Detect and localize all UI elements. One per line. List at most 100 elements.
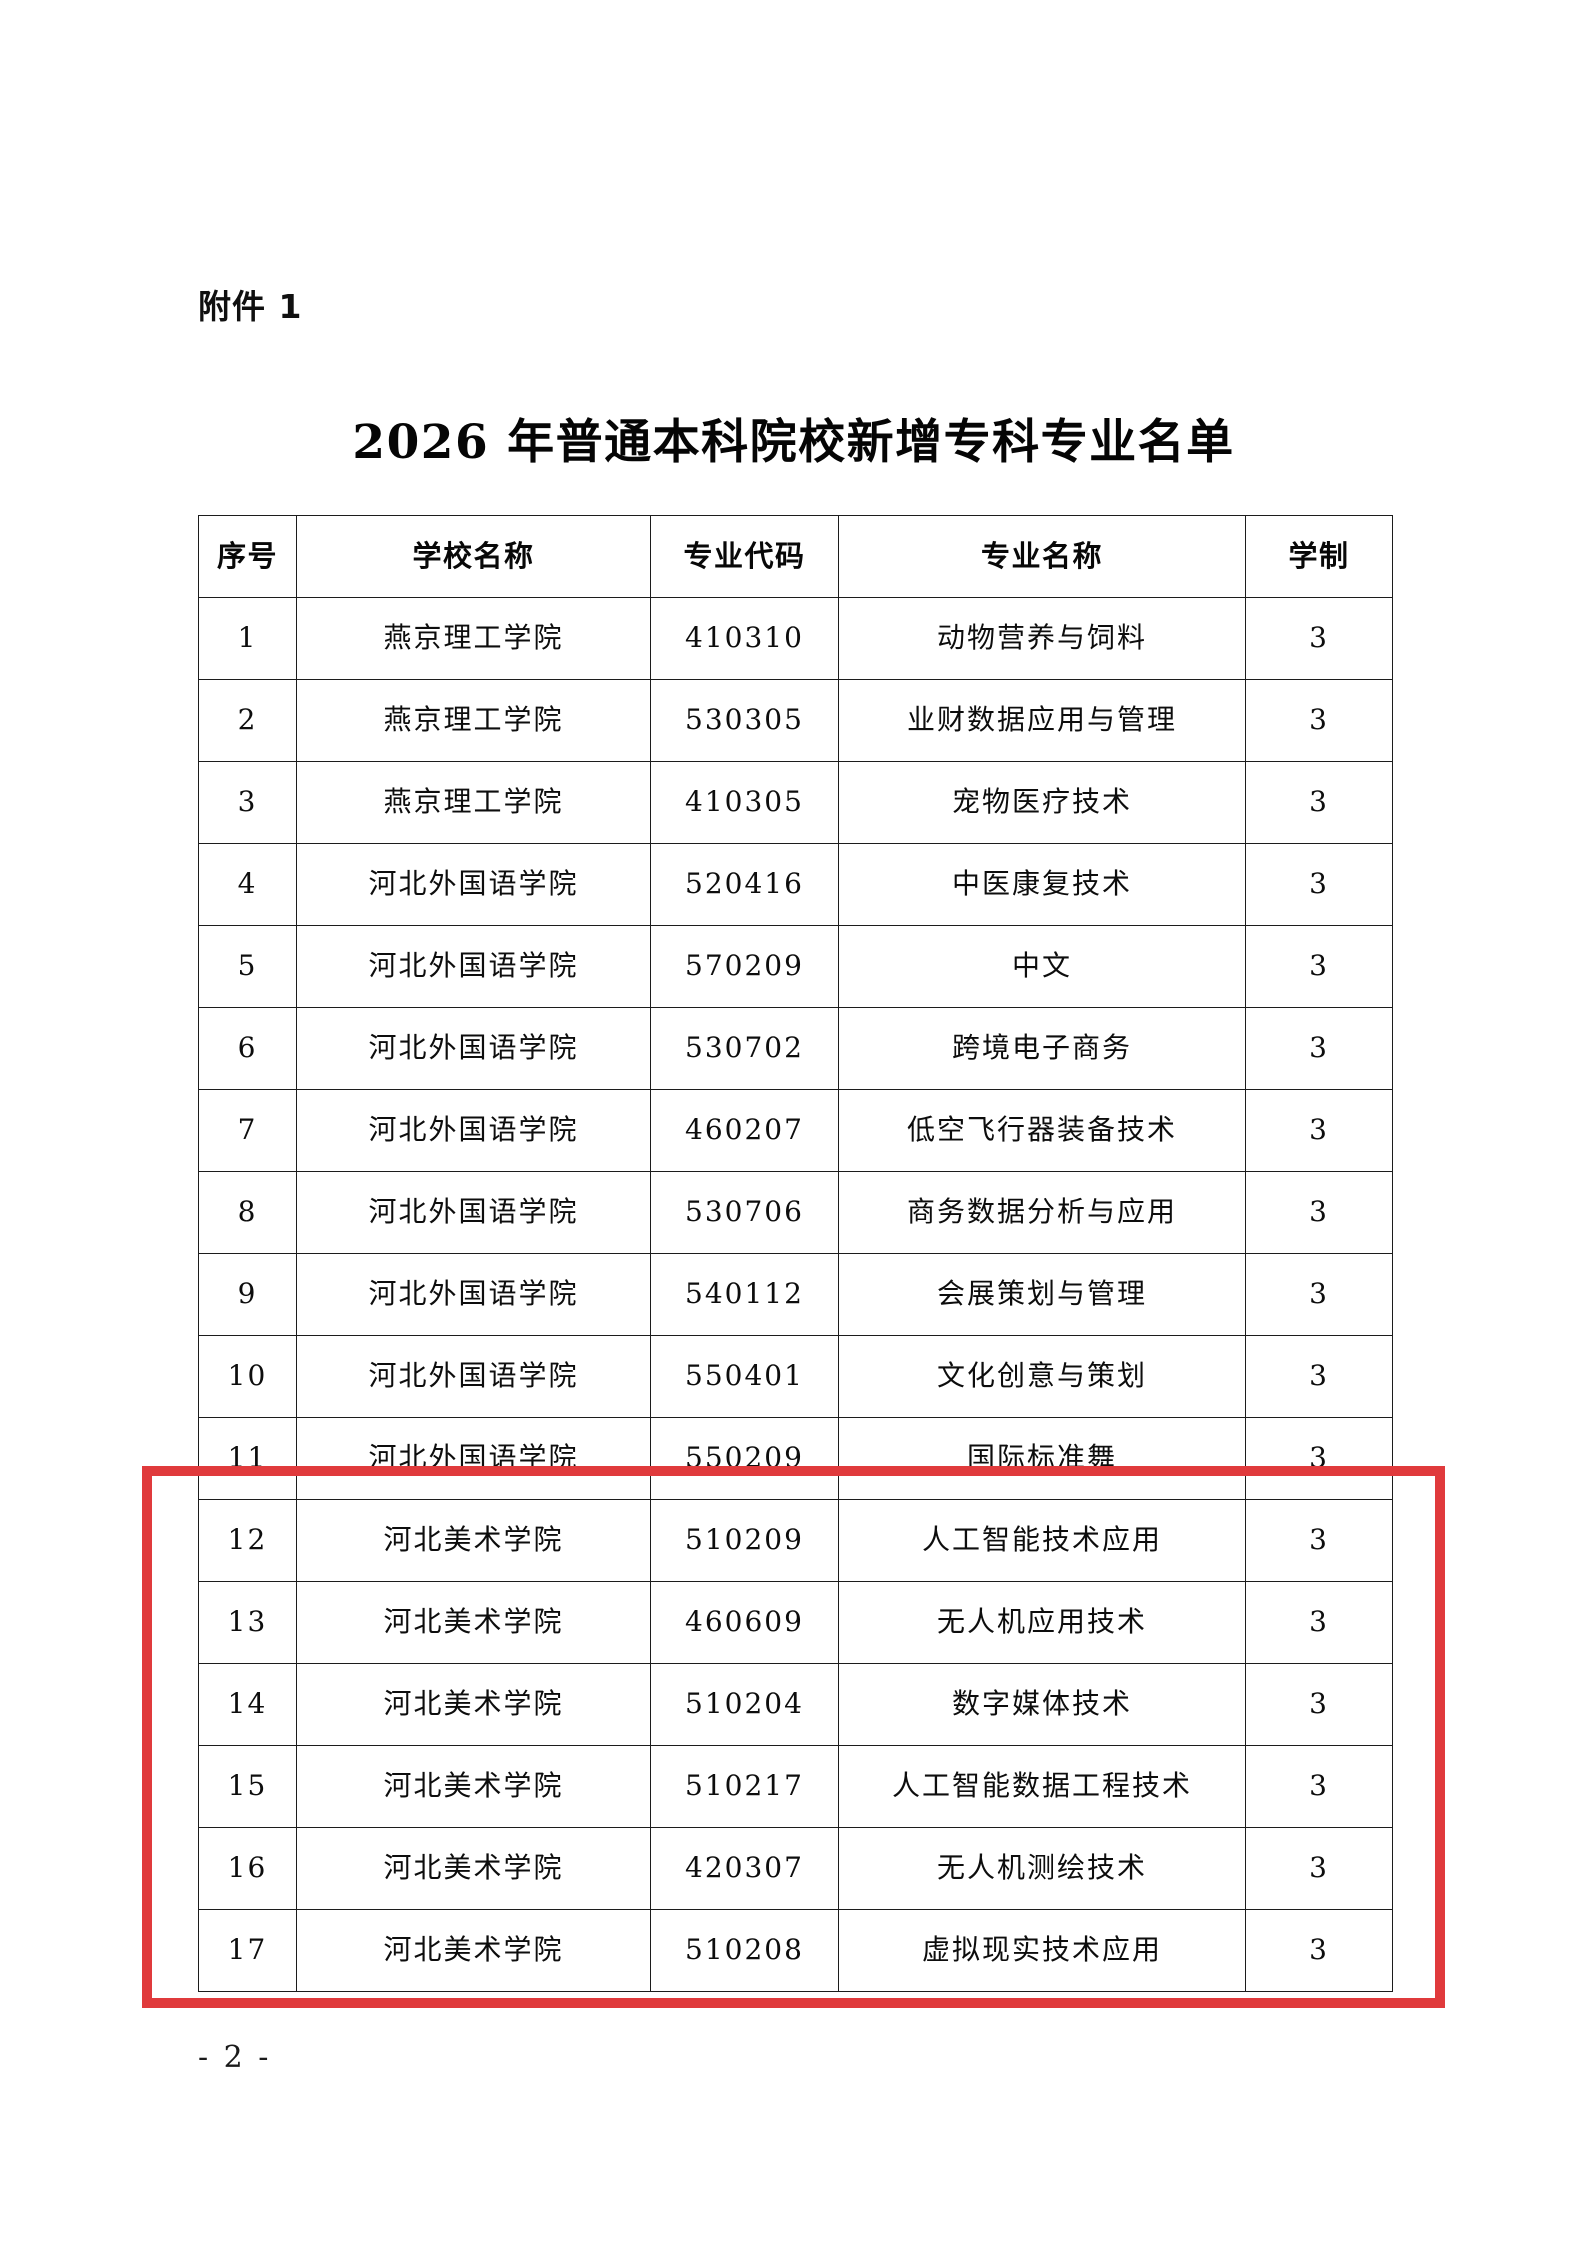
table-row: 16 河北美术学院 420307 无人机测绘技术 3 [198,1827,1393,1910]
cell-school: 河北外国语学院 [296,1089,651,1172]
cell-school: 河北外国语学院 [296,1007,651,1090]
cell-seq: 13 [198,1581,297,1664]
cell-major: 动物营养与饲料 [838,597,1246,680]
table-row: 12 河北美术学院 510209 人工智能技术应用 3 [198,1499,1393,1582]
table-body: 1 燕京理工学院 410310 动物营养与饲料 3 2 燕京理工学院 530305 业财数据应用… [198,597,1393,1992]
cell-years: 3 [1245,679,1393,762]
cell-code: 540112 [650,1253,839,1336]
table-row: 13 河北美术学院 460609 无人机应用技术 3 [198,1581,1393,1664]
cell-years: 3 [1245,1007,1393,1090]
cell-seq: 3 [198,761,297,844]
cell-school: 河北美术学院 [296,1909,651,1992]
column-header-code: 专业代码 [650,515,839,598]
cell-code: 570209 [650,925,839,1008]
column-header-years: 学制 [1245,515,1393,598]
cell-school: 河北美术学院 [296,1745,651,1828]
cell-major: 商务数据分析与应用 [838,1171,1246,1254]
table-row: 14 河北美术学院 510204 数字媒体技术 3 [198,1663,1393,1746]
cell-school: 燕京理工学院 [296,761,651,844]
cell-years: 3 [1245,1827,1393,1910]
cell-years: 3 [1245,1581,1393,1664]
cell-school: 河北外国语学院 [296,925,651,1008]
cell-school: 燕京理工学院 [296,597,651,680]
cell-seq: 12 [198,1499,297,1582]
cell-major: 人工智能数据工程技术 [838,1745,1246,1828]
table-row: 7 河北外国语学院 460207 低空飞行器装备技术 3 [198,1089,1393,1172]
cell-major: 宠物医疗技术 [838,761,1246,844]
cell-major: 国际标准舞 [838,1417,1246,1500]
table-row: 4 河北外国语学院 520416 中医康复技术 3 [198,843,1393,926]
table-row: 10 河北外国语学院 550401 文化创意与策划 3 [198,1335,1393,1418]
cell-code: 510209 [650,1499,839,1582]
cell-code: 510208 [650,1909,839,1992]
cell-school: 河北外国语学院 [296,843,651,926]
cell-major: 无人机测绘技术 [838,1827,1246,1910]
cell-code: 550209 [650,1417,839,1500]
cell-code: 460609 [650,1581,839,1664]
cell-major: 数字媒体技术 [838,1663,1246,1746]
table-row: 17 河北美术学院 510208 虚拟现实技术应用 3 [198,1909,1393,1992]
cell-seq: 2 [198,679,297,762]
cell-years: 3 [1245,1335,1393,1418]
majors-table: 序号 学校名称 专业代码 专业名称 学制 1 燕京理工学院 410310 动物营养与饲… [198,515,1393,1992]
cell-major: 会展策划与管理 [838,1253,1246,1336]
cell-major: 中文 [838,925,1246,1008]
table-header-row: 序号 学校名称 专业代码 专业名称 学制 [198,515,1393,598]
cell-years: 3 [1245,1417,1393,1500]
cell-years: 3 [1245,1745,1393,1828]
cell-code: 510217 [650,1745,839,1828]
cell-school: 河北美术学院 [296,1663,651,1746]
cell-major: 业财数据应用与管理 [838,679,1246,762]
cell-code: 410310 [650,597,839,680]
cell-major: 无人机应用技术 [838,1581,1246,1664]
table-row: 6 河北外国语学院 530702 跨境电子商务 3 [198,1007,1393,1090]
page-title: 2026 年普通本科院校新增专科专业名单 [352,415,1235,471]
cell-major: 文化创意与策划 [838,1335,1246,1418]
table-header: 序号 学校名称 专业代码 专业名称 学制 [198,515,1393,598]
cell-seq: 16 [198,1827,297,1910]
cell-major: 跨境电子商务 [838,1007,1246,1090]
cell-seq: 8 [198,1171,297,1254]
majors-table-container: 序号 学校名称 专业代码 专业名称 学制 1 燕京理工学院 410310 动物营养与饲… [198,515,1393,1992]
table-row: 8 河北外国语学院 530706 商务数据分析与应用 3 [198,1171,1393,1254]
cell-major: 人工智能技术应用 [838,1499,1246,1582]
cell-years: 3 [1245,1663,1393,1746]
cell-seq: 6 [198,1007,297,1090]
cell-seq: 7 [198,1089,297,1172]
cell-code: 530706 [650,1171,839,1254]
cell-school: 河北外国语学院 [296,1335,651,1418]
table-row: 9 河北外国语学院 540112 会展策划与管理 3 [198,1253,1393,1336]
column-header-major: 专业名称 [838,515,1246,598]
cell-school: 河北外国语学院 [296,1417,651,1500]
cell-school: 燕京理工学院 [296,679,651,762]
table-row: 3 燕京理工学院 410305 宠物医疗技术 3 [198,761,1393,844]
cell-seq: 14 [198,1663,297,1746]
cell-seq: 11 [198,1417,297,1500]
cell-seq: 15 [198,1745,297,1828]
cell-seq: 1 [198,597,297,680]
column-header-seq: 序号 [198,515,297,598]
cell-years: 3 [1245,1089,1393,1172]
cell-years: 3 [1245,597,1393,680]
cell-code: 420307 [650,1827,839,1910]
cell-code: 530702 [650,1007,839,1090]
cell-school: 河北美术学院 [296,1499,651,1582]
cell-school: 河北外国语学院 [296,1253,651,1336]
cell-seq: 9 [198,1253,297,1336]
table-row: 5 河北外国语学院 570209 中文 3 [198,925,1393,1008]
cell-school: 河北美术学院 [296,1827,651,1910]
cell-years: 3 [1245,761,1393,844]
cell-seq: 10 [198,1335,297,1418]
table-row: 2 燕京理工学院 530305 业财数据应用与管理 3 [198,679,1393,762]
cell-major: 虚拟现实技术应用 [838,1909,1246,1992]
cell-years: 3 [1245,1253,1393,1336]
cell-seq: 5 [198,925,297,1008]
cell-code: 550401 [650,1335,839,1418]
attachment-label: 附件 1 [198,287,303,326]
cell-years: 3 [1245,1909,1393,1992]
page-number: - 2 - [198,2040,272,2075]
cell-major: 低空飞行器装备技术 [838,1089,1246,1172]
cell-seq: 4 [198,843,297,926]
cell-years: 3 [1245,1171,1393,1254]
